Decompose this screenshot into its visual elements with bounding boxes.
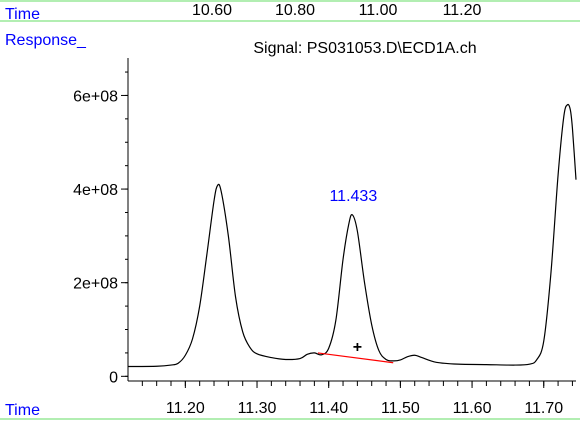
signal-trace-line [127,103,577,368]
response-label: Response_ [5,32,87,49]
top-axis-tick-label: 10.80 [275,2,315,19]
y-tick-label: 6e+08 [73,88,118,105]
x-tick-label: 11.70 [524,400,563,417]
y-tick-label: 4e+08 [73,182,118,199]
top-axis-tick-label: 10.60 [192,2,232,19]
bottom-time-label: Time [5,402,40,419]
peak-apex-marker: + [353,339,362,356]
top-axis-tick-label: 11.20 [443,2,482,19]
x-tick-label: 11.30 [238,400,277,417]
peak-retention-label: 11.433 [329,188,377,205]
x-tick-label: 11.40 [309,400,348,417]
x-axis-ticks: 11.20 11.30 11.40 11.50 11.60 11.70 [141,381,573,417]
y-axis-ticks: 0 2e+08 4e+08 6e+08 [73,71,128,386]
signal-title: Signal: PS031053.D\ECD1A.ch [253,40,476,57]
integration-baseline [317,352,394,364]
top-time-label: Time [5,6,40,23]
x-tick-label: 11.20 [166,400,205,417]
y-tick-label: 2e+08 [73,276,118,293]
plot-area: 11.433 + [127,103,577,368]
x-tick-label: 11.60 [453,400,492,417]
x-tick-label: 11.50 [381,400,420,417]
top-axis-tick-label: 11.00 [359,2,398,19]
y-tick-label: 0 [109,369,118,386]
